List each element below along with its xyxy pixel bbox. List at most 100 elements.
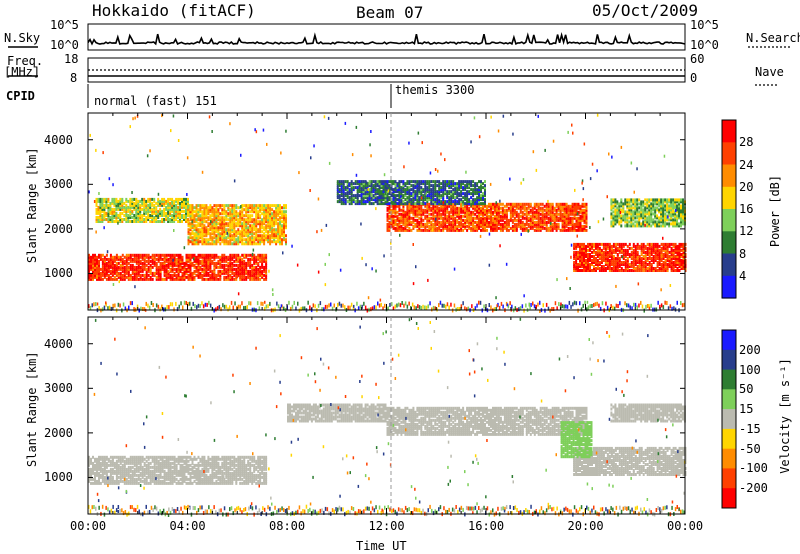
echo-cell xyxy=(646,202,649,206)
echo-cell xyxy=(527,222,530,226)
echo-cell xyxy=(247,220,250,224)
echo-cell xyxy=(579,244,581,248)
echo-cell xyxy=(386,224,389,228)
echo-cell xyxy=(450,216,453,220)
echo-cell xyxy=(175,205,178,209)
echo-cell xyxy=(97,220,100,223)
echo-cell xyxy=(137,273,140,277)
echo-cell xyxy=(352,196,355,200)
echo-cell xyxy=(466,218,469,222)
echo-cell xyxy=(173,257,176,261)
echo-cell xyxy=(581,246,583,250)
echo-cell xyxy=(505,214,508,218)
echo-cell xyxy=(608,263,611,266)
echo-cell xyxy=(265,214,268,218)
echo-cell xyxy=(362,196,365,200)
echo-cell xyxy=(468,206,471,210)
echo-cell xyxy=(275,232,278,236)
echo-cell xyxy=(622,242,625,246)
echo-cell xyxy=(259,267,262,271)
echo-cell xyxy=(610,214,613,218)
echo-cell xyxy=(636,214,639,218)
echo-cell xyxy=(183,269,186,273)
echo-cell xyxy=(279,220,281,224)
echo-cell xyxy=(267,204,270,208)
echo-cell xyxy=(223,204,226,208)
echo-cell xyxy=(595,269,597,272)
echo-cell xyxy=(215,242,218,246)
echo-cell xyxy=(420,210,423,214)
echo-cell xyxy=(446,224,449,228)
echo-cell xyxy=(438,208,441,212)
echo-cell xyxy=(474,212,477,216)
echo-cell xyxy=(217,214,220,218)
echo-cell xyxy=(275,206,278,210)
echo-cell xyxy=(179,209,181,213)
echo-cell xyxy=(676,263,679,266)
echo-cell xyxy=(604,248,607,252)
echo-cell xyxy=(269,224,272,228)
echo-cell xyxy=(624,248,627,252)
echo-cell xyxy=(430,216,433,220)
echo-cell xyxy=(123,269,126,273)
echo-cell xyxy=(101,253,104,257)
echo-cell xyxy=(420,214,423,218)
echo-cell xyxy=(227,269,230,273)
echo-cell xyxy=(92,263,94,267)
echo-cell xyxy=(650,263,653,266)
echo-cell xyxy=(517,206,520,210)
echo-cell xyxy=(197,214,200,218)
echo-cell xyxy=(119,255,122,259)
echo-cell xyxy=(197,234,200,238)
echo-cell xyxy=(98,277,100,281)
echo-cell xyxy=(636,220,639,224)
echo-cell xyxy=(426,196,429,200)
echo-cell xyxy=(412,184,415,188)
echo-cell xyxy=(662,222,665,226)
echo-cell xyxy=(422,212,425,216)
echo-cell xyxy=(265,206,268,210)
echo-cell xyxy=(269,226,272,230)
echo-cell xyxy=(271,222,274,226)
echo-cell xyxy=(569,206,572,210)
echo-cell xyxy=(444,226,447,230)
echo-cell xyxy=(682,212,684,216)
echo-cell xyxy=(505,224,508,228)
echo-cell xyxy=(225,242,228,246)
echo-cell xyxy=(468,216,471,220)
echo-cell xyxy=(88,255,90,259)
echo-cell xyxy=(614,204,617,208)
echo-cell xyxy=(622,269,625,272)
echo-cell xyxy=(96,261,98,265)
echo-cell xyxy=(517,216,520,220)
echo-cell xyxy=(372,198,375,202)
echo-cell xyxy=(199,265,202,269)
echo-cell xyxy=(573,202,576,206)
echo-cell xyxy=(129,211,132,215)
echo-cell xyxy=(259,216,262,220)
echo-cell xyxy=(229,261,232,265)
echo-cell xyxy=(670,269,673,272)
echo-cell xyxy=(507,208,510,212)
echo-cell xyxy=(245,275,248,279)
echo-cell xyxy=(662,242,665,246)
echo-cell xyxy=(265,271,268,275)
echo-cell xyxy=(265,216,268,220)
echo-cell xyxy=(505,208,508,212)
echo-cell xyxy=(129,207,132,211)
echo-cell xyxy=(575,220,578,224)
echo-cell xyxy=(642,267,645,270)
echo-cell xyxy=(197,216,200,220)
echo-cell xyxy=(265,275,268,279)
echo-cell xyxy=(545,224,548,228)
echo-cell xyxy=(456,214,459,218)
echo-cell xyxy=(398,212,401,216)
power-heatmap xyxy=(88,113,687,313)
echo-cell xyxy=(125,211,128,215)
echo-cell xyxy=(456,228,459,232)
echo-cell xyxy=(195,269,198,273)
echo-cell xyxy=(608,259,611,262)
echo-cell xyxy=(680,200,682,204)
echo-cell xyxy=(604,263,607,266)
echo-cell xyxy=(573,265,576,268)
